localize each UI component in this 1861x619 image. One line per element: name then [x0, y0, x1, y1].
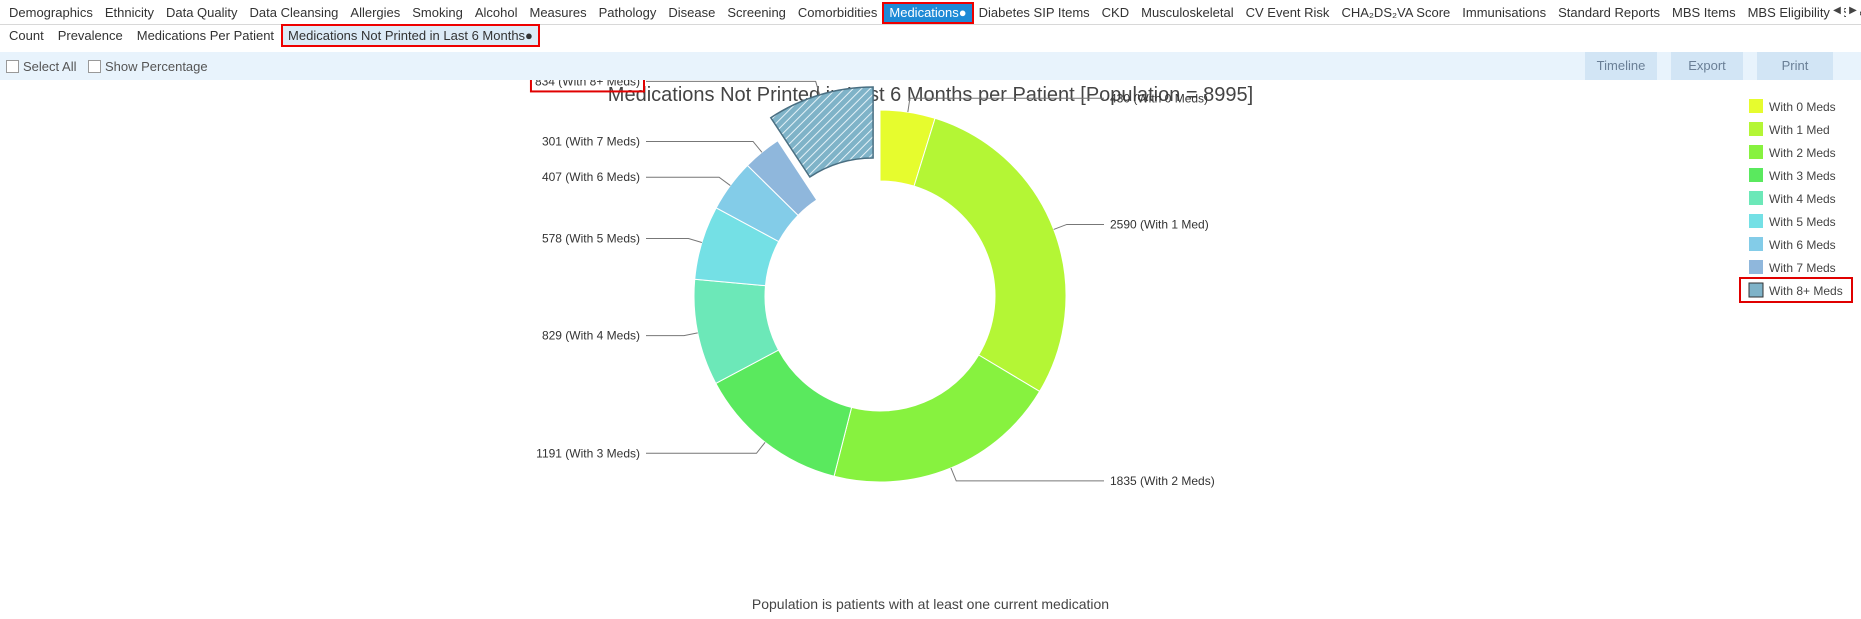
timeline-button[interactable]: Timeline [1585, 52, 1657, 80]
tab-disease[interactable]: Disease [668, 5, 716, 20]
print-button[interactable]: Print [1757, 52, 1833, 80]
legend-swatch-with-2-meds[interactable] [1749, 145, 1763, 159]
scroll-right-icon[interactable]: ▶ [1846, 3, 1860, 19]
subtab-prevalence[interactable]: Prevalence [57, 28, 123, 43]
slice-with-2-meds[interactable] [833, 354, 1041, 483]
legend-label-with-1-med[interactable]: With 1 Med [1769, 123, 1830, 137]
tab-data-cleansing[interactable]: Data Cleansing [249, 5, 339, 20]
tab-demographics[interactable]: Demographics [9, 5, 93, 20]
legend-label-with-7-meds[interactable]: With 7 Meds [1769, 261, 1836, 275]
checkbox-box[interactable] [88, 60, 101, 73]
legend-swatch-with-8-meds[interactable] [1748, 282, 1764, 298]
leader-line-with-1-med [1053, 223, 1104, 230]
slice-label-with-7-meds: 301 (With 7 Meds) [542, 134, 640, 148]
population-note: Population is patients with at least one… [751, 596, 1110, 612]
report-toolbar: Select All Show Percentage Timeline Expo… [0, 52, 1861, 80]
legend-swatch-with-3-meds[interactable] [1749, 168, 1763, 182]
select-all-checkbox[interactable]: Select All [6, 59, 76, 74]
tab-mbs-items[interactable]: MBS Items [1672, 5, 1736, 20]
tab-pathology[interactable]: Pathology [598, 5, 657, 20]
legend-swatch-with-4-meds[interactable] [1749, 191, 1763, 205]
tab-diabetes-sip-items[interactable]: Diabetes SIP Items [978, 5, 1090, 20]
legend-swatch-with-0-meds[interactable] [1749, 99, 1763, 113]
tab-cha-ds-va-score[interactable]: CHA₂DS₂VA Score [1341, 5, 1451, 20]
leader-line-with-3-meds [646, 441, 766, 454]
slice-label-with-6-meds: 407 (With 6 Meds) [542, 170, 640, 184]
legend-highlight-box [1739, 277, 1853, 303]
main-tab-strip: Demographics Ethnicity Data Quality Data Cl… [4, 2, 1861, 24]
slice-label-with-2-meds: 1835 (With 2 Meds) [1110, 474, 1215, 488]
tab-medications[interactable]: Medications● [882, 2, 974, 24]
leader-line-with-8-meds [646, 80, 821, 95]
tab-measures[interactable]: Measures [529, 5, 587, 20]
show-percentage-checkbox[interactable]: Show Percentage [88, 59, 208, 74]
label-highlight-box [529, 80, 645, 93]
chart-title: Medications Not Printed in Last 6 Months… [607, 84, 1254, 106]
slice-label-with-8-meds: 834 (With 8+ Meds) [535, 80, 640, 88]
leader-line-with-6-meds [646, 176, 731, 186]
legend-label-with-6-meds[interactable]: With 6 Meds [1769, 238, 1836, 252]
chart-legend: With 0 Meds With 1 Med With 2 Meds With 3 M… [1739, 99, 1853, 303]
tab-immunisations[interactable]: Immunisations [1462, 5, 1547, 20]
tab-comorbidities[interactable]: Comorbidities [797, 5, 878, 20]
slice-label-with-0-meds: 430 (With 0 Meds) [1110, 91, 1208, 105]
legend-swatch-with-6-meds[interactable] [1749, 237, 1763, 251]
slice-labels: 430 (With 0 Meds) 2590 (With 1 Med) 1835 (… [529, 80, 1215, 488]
slice-with-7-meds[interactable] [746, 139, 818, 216]
leader-line-with-4-meds [646, 332, 698, 337]
donut-slices [693, 86, 1067, 483]
subtab-medications-not-printed-in-last-6-months[interactable]: Medications Not Printed in Last 6 Months… [281, 24, 540, 47]
leader-line-with-0-meds [907, 97, 1104, 113]
donut-chart: 430 (With 0 Meds) 2590 (With 1 Med) 1835 (… [529, 80, 1853, 488]
tab-ckd[interactable]: CKD [1101, 5, 1130, 20]
leader-line-with-7-meds [646, 140, 763, 153]
tab-standard-reports[interactable]: Standard Reports [1558, 5, 1660, 20]
legend-swatch-with-5-meds[interactable] [1749, 214, 1763, 228]
legend-swatch-with-1-med[interactable] [1749, 122, 1763, 136]
tab-ethnicity[interactable]: Ethnicity [104, 5, 154, 20]
donut-chart-panel: Medications Not Printed in Last 6 Months… [0, 80, 1861, 619]
tab-musculoskeletal[interactable]: Musculoskeletal [1141, 5, 1234, 20]
tab-mbs-eligibility[interactable]: MBS Eligibility [1747, 5, 1830, 20]
legend-label-with-8-meds[interactable]: With 8+ Meds [1769, 284, 1843, 298]
leader-line-with-5-meds [646, 237, 703, 243]
select-all-label: Select All [23, 59, 77, 74]
slice-label-with-5-meds: 578 (With 5 Meds) [542, 231, 640, 245]
tab-alcohol[interactable]: Alcohol [474, 5, 518, 20]
legend-label-with-0-meds[interactable]: With 0 Meds [1769, 100, 1836, 114]
tab-smoking[interactable]: Smoking [412, 5, 463, 20]
slice-label-with-1-med: 2590 (With 1 Med) [1110, 217, 1209, 231]
tab-allergies[interactable]: Allergies [350, 5, 401, 20]
tab-screening[interactable]: Screening [727, 5, 786, 20]
slice-with-1-med[interactable] [913, 117, 1067, 393]
tab-data-quality[interactable]: Data Quality [165, 5, 238, 20]
scroll-left-icon[interactable]: ◀ [1830, 3, 1844, 19]
subtab-count[interactable]: Count [9, 28, 44, 43]
legend-label-with-5-meds[interactable]: With 5 Meds [1769, 215, 1836, 229]
main-category-tabs: Demographics Ethnicity Data Quality Data Cl… [0, 0, 1861, 25]
leader-line-with-2-meds [950, 467, 1104, 482]
sub-report-tabs: Count Prevalence Medications Per Patient Me… [0, 24, 1861, 50]
slice-with-8-meds[interactable] [769, 86, 874, 179]
legend-swatch-with-7-meds[interactable] [1749, 260, 1763, 274]
slice-label-with-4-meds: 829 (With 4 Meds) [542, 329, 640, 343]
legend-label-with-4-meds[interactable]: With 4 Meds [1769, 192, 1836, 206]
checkbox-box[interactable] [6, 60, 19, 73]
legend-label-with-2-meds[interactable]: With 2 Meds [1769, 146, 1836, 160]
legend-label-with-3-meds[interactable]: With 3 Meds [1769, 169, 1836, 183]
subtab-medications-per-patient[interactable]: Medications Per Patient [136, 28, 275, 43]
export-button[interactable]: Export [1671, 52, 1743, 80]
show-percentage-label: Show Percentage [105, 59, 208, 74]
slice-label-with-3-meds: 1191 (With 3 Meds) [536, 446, 640, 460]
tab-cv-event-risk[interactable]: CV Event Risk [1245, 5, 1330, 20]
